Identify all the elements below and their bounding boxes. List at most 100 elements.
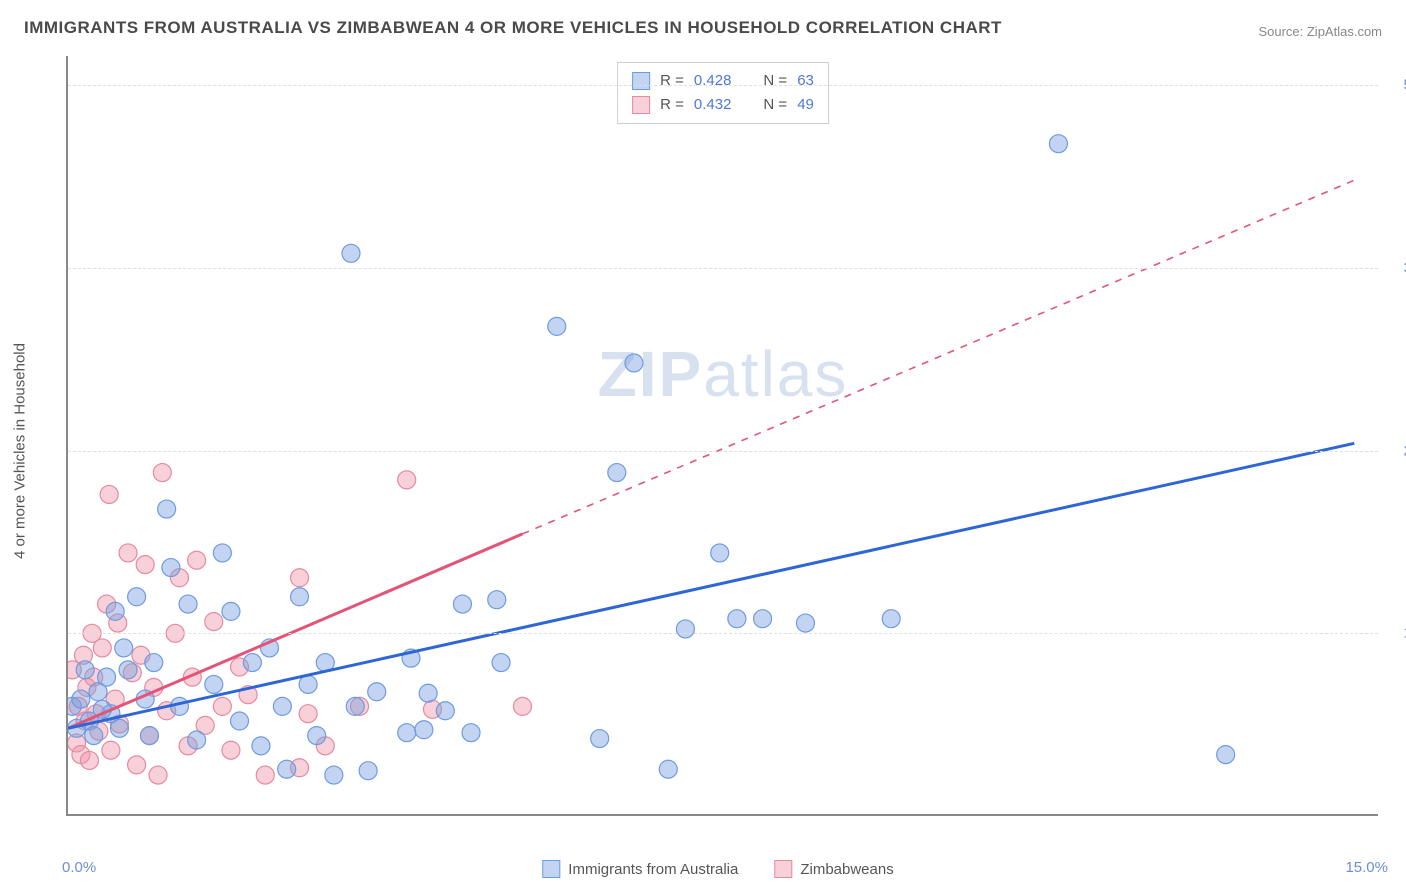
stats-row-b: R = 0.432 N = 49 [632, 93, 814, 117]
scatter-point-a [882, 610, 900, 628]
scatter-point-a [754, 610, 772, 628]
scatter-point-a [608, 464, 626, 482]
scatter-point-a [205, 675, 223, 693]
scatter-point-a [419, 684, 437, 702]
scatter-point-a [796, 614, 814, 632]
chart-title: IMMIGRANTS FROM AUSTRALIA VS ZIMBABWEAN … [24, 18, 1002, 38]
n-value-a: 63 [797, 69, 814, 93]
scatter-point-b [119, 544, 137, 562]
swatch-a-icon [542, 860, 560, 878]
scatter-point-a [110, 719, 128, 737]
gridline [68, 633, 1378, 634]
scatter-point-a [213, 544, 231, 562]
scatter-point-a [278, 760, 296, 778]
scatter-point-b [213, 697, 231, 715]
scatter-point-a [261, 639, 279, 657]
scatter-point-a [93, 700, 111, 718]
scatter-point-b [423, 700, 441, 718]
scatter-point-a [102, 705, 120, 723]
swatch-b-icon [632, 96, 650, 114]
scatter-point-a [462, 724, 480, 742]
scatter-point-a [398, 724, 416, 742]
scatter-point-a [548, 317, 566, 335]
scatter-point-b [183, 668, 201, 686]
scatter-point-a [252, 737, 270, 755]
r-value-b: 0.432 [694, 93, 732, 117]
scatter-point-b [188, 551, 206, 569]
scatter-point-b [72, 746, 90, 764]
scatter-point-a [170, 697, 188, 715]
scatter-point-a [492, 654, 510, 672]
y-tick-label: 25.0% [1386, 442, 1406, 459]
scatter-point-a [728, 610, 746, 628]
scatter-point-a [89, 683, 107, 701]
stats-legend-box: R = 0.428 N = 63 R = 0.432 N = 49 [617, 62, 829, 124]
scatter-point-b [69, 697, 87, 715]
scatter-point-a [145, 654, 163, 672]
y-tick-label: 12.5% [1386, 625, 1406, 642]
scatter-point-a [179, 595, 197, 613]
bottom-legend: Immigrants from Australia Zimbabweans [542, 860, 893, 878]
scatter-point-a [68, 719, 86, 737]
scatter-point-b [68, 661, 81, 679]
scatter-point-b [205, 613, 223, 631]
scatter-point-a [291, 588, 309, 606]
scatter-point-b [231, 658, 249, 676]
scatter-point-a [368, 683, 386, 701]
scatter-point-b [513, 697, 531, 715]
scatter-point-b [153, 464, 171, 482]
scatter-point-a [115, 639, 133, 657]
scatter-point-b [85, 668, 103, 686]
scatter-point-a [128, 588, 146, 606]
n-value-b: 49 [797, 93, 814, 117]
source-label: Source: ZipAtlas.com [1258, 24, 1382, 39]
swatch-a-icon [632, 72, 650, 90]
scatter-point-a [76, 661, 94, 679]
swatch-b-icon [774, 860, 792, 878]
scatter-point-a [106, 602, 124, 620]
scatter-point-b [158, 702, 176, 720]
gridline [68, 451, 1378, 452]
plot-area: ZIPatlas R = 0.428 N = 63 R = 0.432 N = … [66, 56, 1378, 816]
scatter-point-a [119, 661, 137, 679]
regression-line-b [68, 534, 522, 728]
scatter-point-a [659, 760, 677, 778]
scatter-point-b [128, 756, 146, 774]
scatter-point-a [342, 244, 360, 262]
scatter-point-b [222, 741, 240, 759]
scatter-point-b [316, 737, 334, 755]
scatter-point-b [90, 722, 108, 740]
legend-item-b: Zimbabweans [774, 860, 893, 878]
scatter-point-a [1049, 135, 1067, 153]
x-tick-right: 15.0% [1345, 859, 1388, 876]
scatter-point-b [109, 614, 127, 632]
y-tick-label: 50.0% [1386, 77, 1406, 94]
svg-overlay [68, 56, 1380, 816]
scatter-point-b [106, 690, 124, 708]
scatter-point-b [102, 741, 120, 759]
scatter-point-a [676, 620, 694, 638]
n-label: N = [763, 93, 787, 117]
scatter-point-b [145, 678, 163, 696]
scatter-point-a [98, 668, 116, 686]
scatter-point-a [299, 675, 317, 693]
watermark: ZIPatlas [598, 337, 849, 411]
scatter-point-b [256, 766, 274, 784]
r-label: R = [660, 69, 684, 93]
scatter-point-b [93, 639, 111, 657]
scatter-point-a [436, 702, 454, 720]
scatter-point-a [402, 649, 420, 667]
n-label: N = [763, 69, 787, 93]
scatter-point-a [591, 730, 609, 748]
scatter-point-a [158, 500, 176, 518]
scatter-point-a [453, 595, 471, 613]
gridline [68, 268, 1378, 269]
scatter-point-b [100, 485, 118, 503]
r-label: R = [660, 93, 684, 117]
regression-line-a [68, 443, 1354, 728]
scatter-point-b [80, 751, 98, 769]
scatter-point-b [136, 556, 154, 574]
scatter-point-b [140, 727, 158, 745]
scatter-point-a [72, 690, 90, 708]
scatter-point-b [291, 569, 309, 587]
